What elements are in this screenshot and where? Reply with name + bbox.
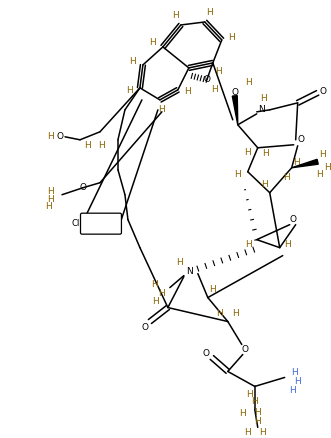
Text: H: H <box>85 141 91 150</box>
Text: H: H <box>291 368 298 377</box>
Text: H: H <box>319 150 326 159</box>
Text: O: O <box>79 183 86 192</box>
Text: Cl: Cl <box>72 219 80 228</box>
Text: H: H <box>207 8 213 18</box>
Text: O: O <box>141 323 148 332</box>
Text: O: O <box>289 215 296 224</box>
Text: H: H <box>245 78 252 87</box>
Text: H: H <box>152 280 158 289</box>
Text: Abs: Abs <box>93 219 109 228</box>
Text: N: N <box>186 267 193 276</box>
Text: H: H <box>159 289 165 298</box>
Text: O: O <box>319 87 326 96</box>
Text: H: H <box>126 86 133 95</box>
Text: H: H <box>232 309 239 318</box>
Text: H: H <box>129 57 136 67</box>
Text: H: H <box>260 94 267 103</box>
Text: O: O <box>202 349 209 358</box>
FancyBboxPatch shape <box>80 213 121 234</box>
Text: H: H <box>254 408 261 417</box>
Text: H: H <box>150 39 156 47</box>
Text: H: H <box>324 163 331 172</box>
Text: H: H <box>99 141 105 150</box>
Text: H: H <box>284 240 291 249</box>
Text: H: H <box>246 390 253 399</box>
Text: H: H <box>184 87 191 96</box>
Text: H: H <box>262 149 269 158</box>
Text: H: H <box>47 132 53 141</box>
Text: H: H <box>47 187 53 196</box>
Text: H: H <box>228 33 235 42</box>
Text: H: H <box>215 67 222 76</box>
Text: H: H <box>47 195 53 204</box>
Polygon shape <box>232 95 238 125</box>
Text: H: H <box>153 297 159 306</box>
Text: H: H <box>210 285 216 294</box>
Text: H: H <box>244 148 251 157</box>
Text: H: H <box>245 240 252 249</box>
Text: H: H <box>293 158 300 167</box>
Text: H: H <box>261 180 268 189</box>
Text: H: H <box>159 105 165 114</box>
Text: O: O <box>57 132 64 141</box>
Text: H: H <box>172 11 179 21</box>
Text: O: O <box>203 75 210 85</box>
Text: H: H <box>289 386 296 395</box>
Text: O: O <box>241 345 248 354</box>
Text: H: H <box>239 409 246 418</box>
Text: H: H <box>283 173 290 182</box>
Text: H: H <box>216 309 223 318</box>
Text: H: H <box>316 170 323 179</box>
Text: H: H <box>45 202 51 211</box>
Text: H: H <box>251 397 258 406</box>
Text: N: N <box>259 105 265 114</box>
Text: O: O <box>231 88 238 97</box>
Text: H: H <box>234 170 241 179</box>
Text: H: H <box>212 85 218 94</box>
Text: H: H <box>254 417 261 426</box>
Text: H: H <box>244 428 251 437</box>
Text: O: O <box>297 135 304 144</box>
Text: H: H <box>294 377 301 386</box>
Text: H: H <box>176 258 183 267</box>
Text: H: H <box>260 428 266 437</box>
Polygon shape <box>292 159 318 168</box>
